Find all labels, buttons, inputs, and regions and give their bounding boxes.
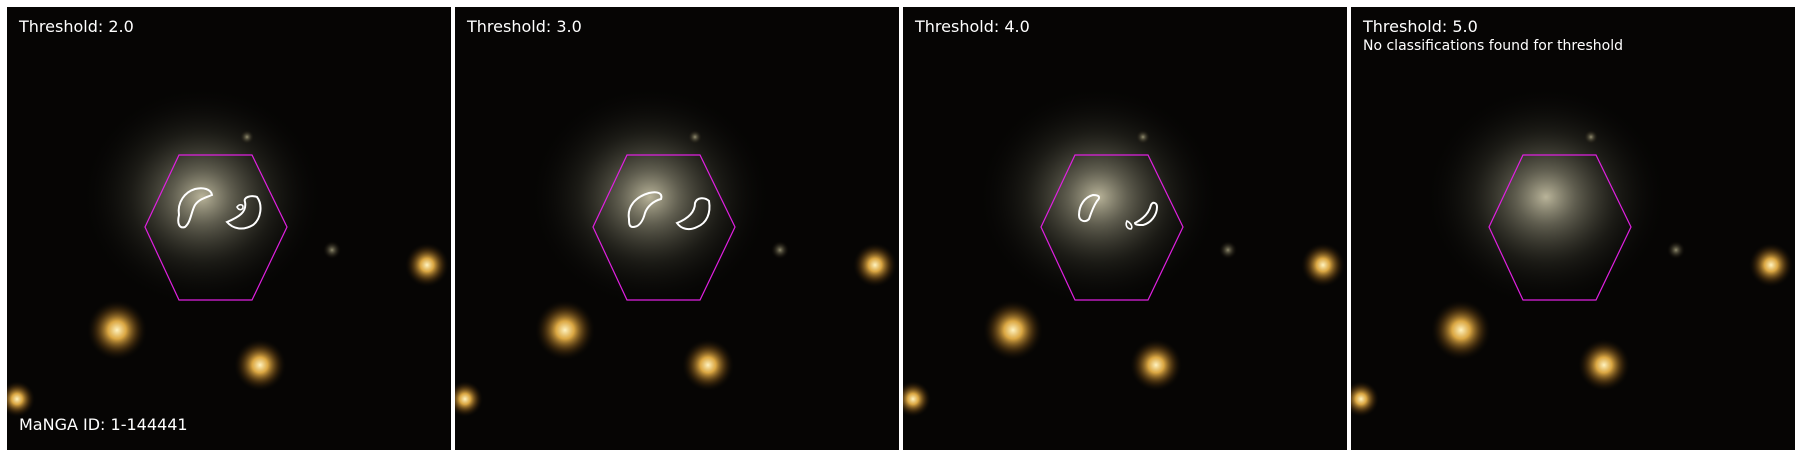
galaxy-image (903, 87, 1345, 417)
no-classifications-note: No classifications found for threshold (1363, 38, 1623, 54)
image-panel-4: Threshold: 5.0 No classifications found … (1351, 7, 1795, 450)
threshold-label: Threshold: 4.0 (915, 17, 1030, 36)
ifu-hexagon (1040, 154, 1184, 301)
classification-contour (1133, 201, 1159, 227)
image-panel-2: Threshold: 3.0 (455, 7, 899, 450)
threshold-label: Threshold: 5.0 (1363, 17, 1478, 36)
galaxy-image (1351, 87, 1793, 417)
galaxy-image (455, 87, 897, 417)
classification-contour (627, 191, 663, 229)
ifu-hexagon (1488, 154, 1632, 301)
classification-contour (1125, 219, 1133, 230)
ifu-hexagon (144, 154, 288, 301)
image-panel-1: Threshold: 2.0 MaNGA ID: 1-144441 (7, 7, 451, 450)
classification-contour (1077, 193, 1101, 223)
threshold-label: Threshold: 3.0 (467, 17, 582, 36)
threshold-label: Threshold: 2.0 (19, 17, 134, 36)
galaxy-image (7, 87, 449, 417)
image-panel-3: Threshold: 4.0 (903, 7, 1347, 450)
manga-id-label: MaNGA ID: 1-144441 (19, 415, 188, 434)
classification-contour (675, 197, 711, 231)
classification-contour (177, 187, 214, 229)
classification-contour (225, 195, 262, 230)
ifu-hexagon (592, 154, 736, 301)
classification-contour (236, 203, 244, 211)
